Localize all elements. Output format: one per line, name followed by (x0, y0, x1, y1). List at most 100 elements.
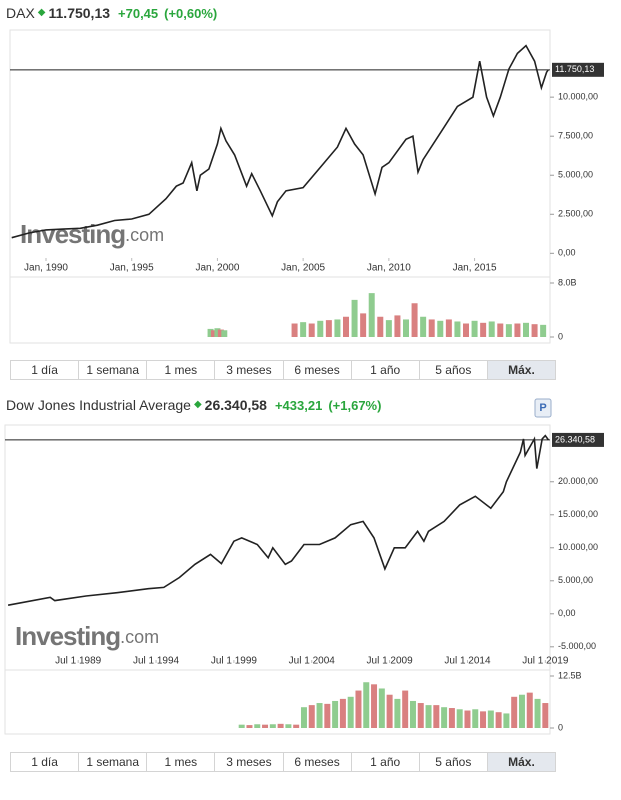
volume-bar (221, 330, 228, 337)
volume-bar (487, 710, 494, 728)
tab[interactable]: 1 mes (147, 753, 216, 771)
volume-bar (514, 323, 521, 337)
marker: P (539, 402, 546, 414)
plot-frame (9, 29, 551, 344)
volume-bar (540, 324, 547, 337)
y-tick-label: 15.000,00 (558, 509, 598, 519)
tab[interactable]: 5 años (420, 753, 488, 771)
tab[interactable]: 6 meses (284, 753, 352, 771)
volume-bar (332, 700, 339, 728)
volume-bar (385, 320, 392, 337)
tab[interactable]: 3 meses (215, 361, 284, 379)
volume-bar (324, 703, 331, 728)
volume-bar (495, 712, 502, 728)
y-tick-label: 5.000,00 (558, 575, 593, 585)
volume-bar (503, 713, 510, 728)
change-percent: (+0,60%) (164, 6, 218, 21)
volume-bar (445, 319, 452, 337)
last-price-label: 26.340,58 (555, 434, 595, 444)
change-percent: (+1,67%) (328, 398, 382, 413)
price-line (7, 434, 550, 606)
y-tick-label: 0,00 (558, 248, 576, 258)
volume-bar (238, 724, 245, 728)
watermark-main: Investing (20, 219, 125, 249)
tab[interactable]: 1 día (11, 753, 80, 771)
change: +70,45 (118, 6, 159, 21)
volume-bar (316, 703, 323, 728)
volume-bar (437, 320, 444, 337)
tab[interactable]: Máx. (487, 361, 555, 379)
plot-frame (4, 424, 551, 735)
volume-bar (448, 708, 455, 728)
marker-box (534, 398, 552, 418)
up-icon: ◆ (37, 7, 46, 18)
volume-bar (542, 703, 549, 728)
range-tabs: 1 día 1 semana 1 mes 3 meses 6 meses 1 año 5 a… (10, 752, 556, 772)
tab[interactable]: Máx. (487, 753, 555, 771)
volume-bar (518, 694, 525, 728)
volume-bar (308, 323, 315, 337)
tab[interactable]: 1 día (11, 361, 80, 379)
volume-bar (363, 682, 370, 728)
volume-bar (293, 724, 300, 728)
volume-bar (377, 316, 384, 337)
volume-bar (325, 320, 332, 337)
volume-bar (402, 690, 409, 728)
volume-bar (211, 330, 217, 337)
volume-bar (277, 723, 284, 728)
watermark: Investing.com (15, 621, 159, 651)
watermark-main: Investing (15, 621, 120, 651)
change: +433,21 (274, 398, 323, 413)
range-tabs: 1 día 1 semana 1 mes 3 meses 6 meses 1 año 5 a… (10, 360, 556, 380)
x-tick-label: Jan, 1995 (110, 263, 154, 274)
volume-bar (534, 698, 541, 728)
y-tick-label: -5.000,00 (558, 641, 596, 651)
y-tick-label: 10.000,00 (558, 92, 598, 102)
volume-bar (308, 705, 315, 728)
tab[interactable]: 3 meses (215, 753, 284, 771)
tab[interactable]: 1 mes (147, 361, 216, 379)
tab[interactable]: 1 semana (79, 753, 148, 771)
y-tick-label: 10.000,00 (558, 542, 598, 552)
volume-bar (334, 319, 341, 337)
volume-bar (246, 725, 253, 728)
tab[interactable]: 1 año (352, 361, 420, 379)
y-tick-label: 7.500,00 (558, 131, 593, 141)
vol-tick-label: 0 (558, 331, 563, 341)
volume-bar (351, 299, 358, 337)
volume-bar (531, 324, 538, 337)
header: Dow Jones Industrial Average ◆ 26.340,58 +4… (6, 397, 387, 413)
volume-bar (317, 320, 324, 337)
volume-bar (409, 700, 416, 728)
vol-tick-label: 8.0B (558, 277, 577, 287)
vol-tick-label: 12.5B (558, 670, 582, 680)
last-price-box (552, 432, 604, 447)
volume-bar (394, 698, 401, 728)
instrument-name: DAX (6, 5, 35, 21)
x-tick-label: Jan, 2015 (453, 263, 497, 274)
up-icon: ◆ (193, 399, 202, 410)
volume-bar (417, 703, 424, 728)
volume-bar (339, 698, 346, 728)
volume-bar (214, 328, 221, 337)
volume-bar (360, 313, 367, 337)
volume-bar (386, 694, 393, 728)
volume-bar (523, 322, 529, 337)
last-price-label: 11.750,13 (555, 64, 594, 74)
instrument-name: Dow Jones Industrial Average (6, 397, 191, 413)
volume-bar (480, 711, 487, 728)
x-tick-label: Jan, 2010 (367, 263, 411, 274)
y-tick-label: 5.000,00 (558, 170, 593, 180)
header: DAX ◆ 11.750,13 +70,45 (+0,60%) (6, 5, 223, 21)
volume-bar (454, 321, 461, 337)
volume-bar (285, 724, 292, 728)
y-tick-label: 2.500,00 (558, 209, 593, 219)
tab[interactable]: 5 años (420, 361, 488, 379)
tab[interactable]: 1 año (352, 753, 420, 771)
watermark-suffix: .com (120, 627, 159, 647)
volume-bar (488, 321, 495, 337)
volume-bar (347, 696, 354, 728)
tab[interactable]: 1 semana (79, 361, 148, 379)
tab[interactable]: 6 meses (284, 361, 352, 379)
